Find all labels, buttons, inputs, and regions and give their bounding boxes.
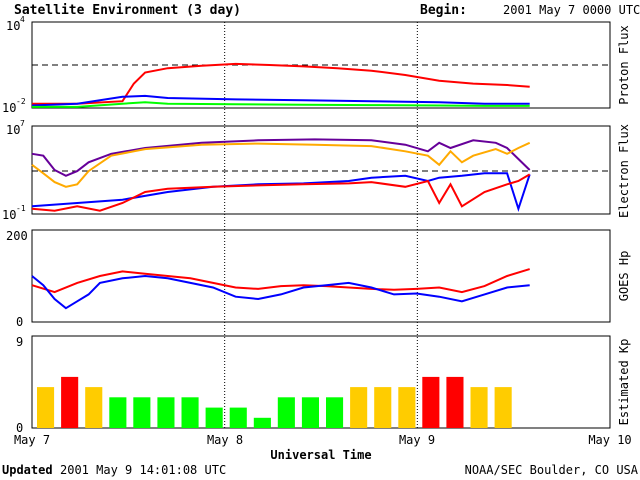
electron-flux-series-4: [31, 173, 531, 212]
xtick-may10: May 10: [588, 433, 631, 447]
electron-flux-series-1: [31, 138, 531, 177]
kp-panel: [31, 335, 611, 429]
kp-bar-18: [446, 376, 464, 428]
electron-ymin-exp: -1: [16, 204, 26, 213]
electron-series: [31, 138, 531, 213]
kp-bar-7: [181, 397, 199, 428]
kp-bar-16: [398, 387, 416, 428]
begin-value: 2001 May 7 0000 UTC: [503, 3, 640, 17]
kp-bar-4: [109, 397, 127, 428]
xtick-may9: May 9: [399, 433, 435, 447]
kp-bars: [37, 376, 512, 428]
hp-series: [31, 268, 530, 310]
kp-bar-12: [301, 397, 319, 428]
proton-ymax-exp: 4: [20, 15, 25, 24]
xtick-may8: May 8: [207, 433, 243, 447]
electron-panel: [31, 125, 611, 215]
kp-bar-15: [374, 387, 392, 428]
electron-ymax-base: 10: [6, 123, 20, 137]
kp-bar-20: [494, 387, 512, 428]
electron-ylabel: Electron Flux: [617, 124, 631, 218]
proton-flux-series-3: [32, 101, 530, 108]
updated-label: Updated: [2, 463, 53, 477]
proton-flux-series-2: [31, 94, 530, 107]
kp-bar-11: [277, 397, 295, 428]
electron-flux-series-3: [31, 172, 531, 213]
kp-bar-2: [61, 376, 79, 428]
goes-hp-series-2: [31, 274, 530, 310]
kp-ymin-label: 0: [16, 421, 23, 435]
kp-bar-9: [229, 407, 247, 428]
hp-ymax-label: 200: [6, 229, 28, 243]
proton-ymin-base: 10: [2, 101, 16, 115]
kp-bar-10: [253, 417, 271, 428]
kp-bar-8: [205, 407, 223, 428]
kp-ymax-label: 9: [16, 335, 23, 349]
hp-ymin-label: 0: [16, 315, 23, 329]
kp-bar-17: [422, 376, 440, 428]
day-divider-lines: [224, 22, 418, 428]
electron-ymax-exp: 7: [20, 119, 25, 128]
kp-bar-13: [326, 397, 344, 428]
electron-ymin-base: 10: [2, 208, 16, 222]
proton-series: [31, 62, 530, 108]
electron-flux-series-2: [31, 141, 531, 188]
begin-label: Begin:: [420, 3, 467, 18]
proton-ylabel: Proton Flux: [617, 25, 631, 104]
proton-ymax-base: 10: [6, 19, 20, 33]
goes-hp-series-1: [31, 268, 530, 294]
kp-bar-1: [37, 387, 55, 428]
xaxis-label: Universal Time: [270, 448, 371, 462]
credit-text: NOAA/SEC Boulder, CO USA: [465, 463, 639, 477]
kp-bar-19: [470, 387, 488, 428]
kp-bar-14: [350, 387, 368, 428]
hp-panel: [31, 229, 611, 323]
kp-ylabel: Estimated Kp: [617, 339, 631, 426]
xtick-may7: May 7: [14, 433, 50, 447]
kp-bar-3: [85, 387, 103, 428]
hp-ylabel: GOES Hp: [617, 251, 631, 302]
kp-bar-6: [157, 397, 175, 428]
proton-flux-series-1: [32, 62, 530, 105]
chart-title: Satellite Environment (3 day): [14, 3, 241, 18]
proton-ymin-exp: -2: [16, 97, 26, 106]
updated-value: 2001 May 9 14:01:08 UTC: [60, 463, 226, 477]
kp-bar-5: [133, 397, 151, 428]
